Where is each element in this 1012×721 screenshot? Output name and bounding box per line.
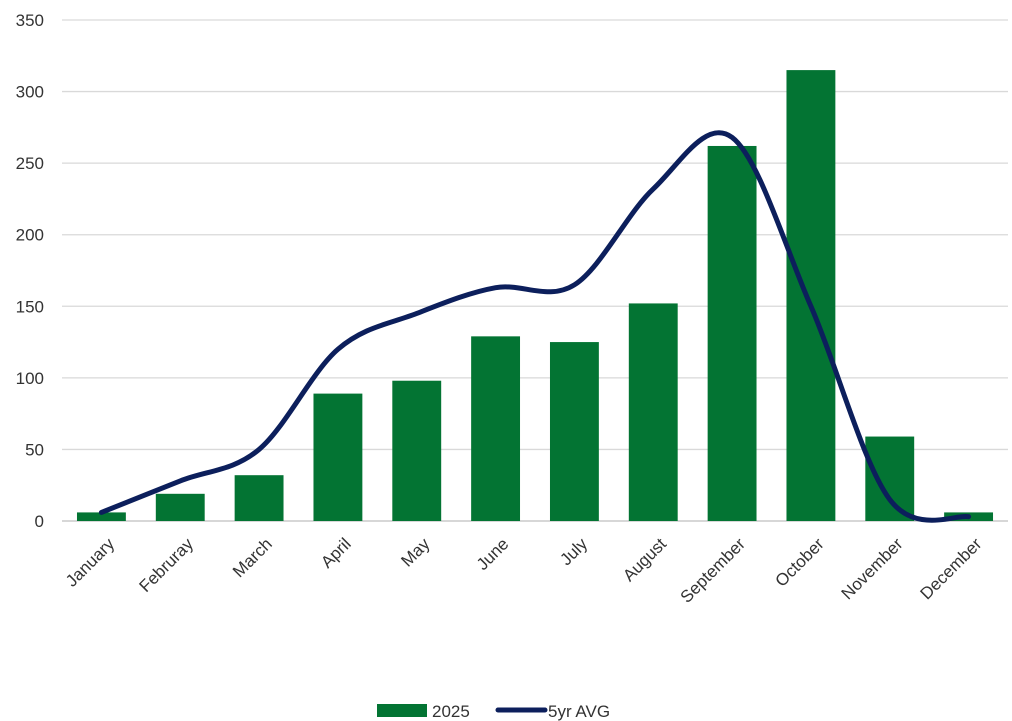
bar-september [707, 145, 757, 522]
x-tick-label: December [917, 534, 986, 603]
bar-series-2025 [76, 70, 994, 522]
y-tick-label: 250 [16, 154, 44, 173]
bar-june [471, 336, 521, 521]
y-tick-label: 350 [16, 11, 44, 30]
bar-may [392, 380, 442, 521]
bar-july [549, 342, 599, 521]
bar-march [234, 475, 284, 521]
bar-februray [155, 493, 205, 521]
x-axis-tick-labels: January Februray March April May June July Augu… [62, 534, 986, 607]
y-tick-label: 300 [16, 83, 44, 102]
y-tick-label: 0 [35, 512, 44, 531]
bar-april [313, 393, 363, 521]
legend-label-5yr-avg: 5yr AVG [548, 702, 610, 721]
x-tick-label: November [838, 534, 907, 603]
y-tick-label: 100 [16, 369, 44, 388]
y-tick-label: 200 [16, 226, 44, 245]
bar-october [786, 70, 836, 521]
legend: 2025 5yr AVG [377, 702, 610, 721]
x-tick-label: July [556, 534, 591, 569]
y-tick-label: 50 [25, 440, 44, 459]
y-axis-tick-labels: 0 50 100 150 200 250 300 350 [16, 11, 44, 531]
x-tick-label: September [677, 534, 749, 606]
x-tick-label: March [229, 534, 276, 581]
x-tick-label: October [772, 534, 828, 590]
legend-swatch-2025 [377, 704, 427, 717]
x-tick-label: May [397, 534, 433, 570]
bar-november [865, 436, 915, 521]
x-tick-label: Februray [136, 534, 198, 596]
bar-august [628, 303, 678, 521]
gridlines [62, 19, 1008, 522]
x-tick-label: June [473, 534, 513, 574]
x-tick-label: January [62, 534, 119, 591]
legend-label-2025: 2025 [432, 702, 470, 721]
x-tick-label: August [619, 534, 670, 585]
y-tick-label: 150 [16, 297, 44, 316]
bar-january [76, 512, 126, 521]
x-tick-label: April [317, 534, 354, 571]
line-series-5yr-avg [98, 130, 972, 523]
